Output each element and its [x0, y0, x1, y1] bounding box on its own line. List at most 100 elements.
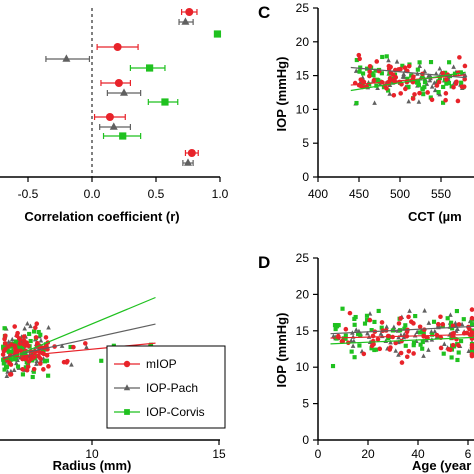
iop-pach-point	[394, 59, 400, 64]
miop-point	[361, 351, 367, 357]
iop-corvis-point	[441, 100, 446, 105]
iop-pach-point	[453, 320, 458, 325]
trend-line	[2, 296, 156, 362]
miop-point	[391, 92, 397, 98]
iop-corvis-point	[352, 355, 357, 360]
iop-corvis-point	[19, 344, 24, 349]
miop-point	[411, 321, 416, 326]
trend-line	[330, 325, 474, 335]
miop-point	[406, 314, 411, 320]
miop-point	[123, 360, 131, 368]
miop-point	[31, 366, 37, 372]
iop-pach-point	[9, 336, 15, 342]
y-tick-label: 15	[296, 69, 310, 83]
iop-pach-point	[38, 337, 44, 343]
x-tick-label: 400	[308, 187, 328, 201]
iop-pach-point	[5, 369, 10, 374]
miop-point	[451, 84, 456, 90]
trend-line	[330, 333, 474, 339]
iop-corvis-point	[367, 82, 372, 87]
iop-corvis-point	[99, 358, 104, 363]
iop-corvis-point	[414, 80, 420, 85]
iop-corvis-point	[421, 92, 426, 97]
miop-point	[8, 362, 14, 367]
miop-point	[347, 310, 353, 316]
miop-point	[21, 334, 27, 339]
iop-corvis-point	[124, 409, 130, 415]
miop-point	[374, 59, 380, 64]
y-tick-label: 0	[302, 433, 309, 447]
miop-point	[114, 79, 123, 87]
iop-pach-point	[391, 324, 397, 330]
iop-corvis-point	[418, 342, 423, 347]
miop-point	[18, 348, 24, 354]
miop-point	[410, 96, 416, 101]
x-tick-label: 550	[431, 187, 451, 201]
iop-corvis-point	[352, 316, 357, 321]
miop-point	[388, 64, 393, 70]
iop-corvis-point	[46, 373, 51, 378]
x-axis-label: Correlation coefficient (r)	[24, 209, 179, 224]
iop-corvis-point	[409, 73, 414, 78]
iop-pach-point	[4, 373, 10, 378]
iop-corvis-point	[445, 316, 450, 321]
iop-corvis-point	[20, 347, 25, 352]
miop-point	[425, 90, 430, 95]
iop-corvis-point	[333, 327, 338, 332]
iop-corvis-point	[2, 326, 7, 331]
miop-point	[44, 353, 50, 358]
iop-corvis-point	[148, 342, 154, 347]
miop-point	[8, 372, 14, 377]
miop-point	[412, 92, 417, 97]
miop-point	[469, 352, 474, 357]
iop-pach-point	[8, 368, 14, 374]
x-tick-label: 40	[411, 447, 425, 461]
miop-point	[438, 314, 443, 320]
miop-point	[20, 366, 25, 372]
miop-point	[406, 348, 412, 354]
iop-pach-point	[448, 312, 453, 317]
iop-pach-point	[401, 334, 407, 340]
iop-corvis-point	[411, 343, 416, 348]
iop-pach-point	[406, 98, 411, 104]
iop-corvis-point	[400, 63, 405, 68]
iop-pach-point	[451, 64, 456, 69]
x-tick-label: 0.5	[148, 187, 165, 201]
iop-pach-point	[432, 328, 438, 334]
iop-pach-point	[181, 17, 190, 25]
miop-point	[402, 65, 408, 71]
miop-point	[33, 335, 39, 340]
miop-point	[440, 322, 446, 327]
miop-point	[357, 56, 362, 62]
miop-point	[436, 79, 442, 85]
iop-corvis-point	[437, 76, 442, 81]
iop-corvis-point	[420, 74, 425, 79]
trend-line	[350, 71, 466, 92]
x-tick-label: 500	[390, 187, 410, 201]
miop-point	[2, 336, 7, 342]
miop-point	[83, 341, 88, 346]
iop-pach-point	[46, 324, 51, 330]
miop-point	[461, 84, 467, 89]
iop-corvis-point	[456, 350, 461, 355]
miop-point	[457, 55, 462, 60]
legend-label: IOP-Pach	[146, 381, 198, 395]
x-tick-label: -0.5	[18, 187, 39, 201]
iop-corvis-point	[30, 374, 35, 380]
miop-point	[367, 73, 372, 79]
miop-point	[455, 98, 461, 104]
miop-point	[33, 325, 38, 330]
miop-point	[356, 52, 362, 58]
miop-point	[404, 329, 410, 335]
iop-pach-point	[34, 358, 40, 363]
miop-point	[422, 327, 427, 332]
iop-corvis-point	[373, 68, 378, 73]
miop-point	[41, 367, 46, 372]
iop-pach-point	[69, 362, 74, 367]
x-axis-label: CCT (µm	[408, 209, 462, 224]
iop-corvis-point	[461, 317, 466, 322]
miop-point	[440, 70, 446, 76]
iop-pach-point	[62, 54, 71, 62]
miop-point	[403, 86, 408, 92]
